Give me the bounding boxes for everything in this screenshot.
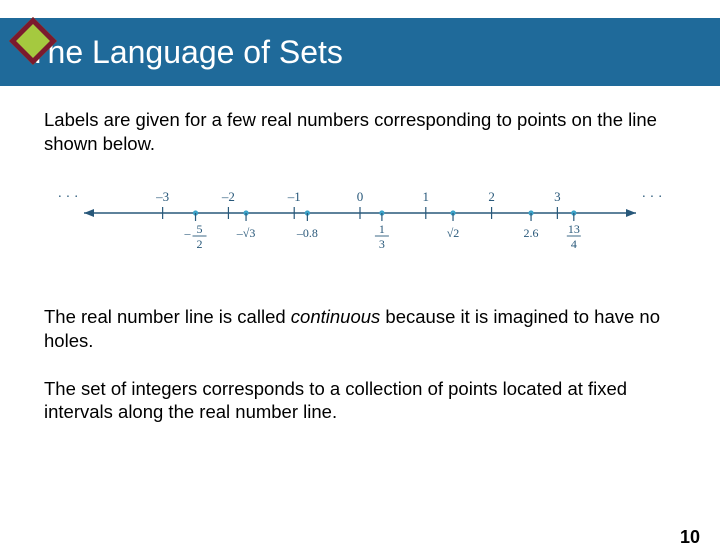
- paragraph-3: The set of integers corresponds to a col…: [44, 377, 676, 424]
- svg-text:2: 2: [488, 189, 495, 204]
- slide-content: Labels are given for a few real numbers …: [0, 86, 720, 424]
- svg-text:√2: √2: [447, 226, 460, 240]
- svg-text:2: 2: [197, 237, 203, 251]
- svg-text:3: 3: [379, 237, 385, 251]
- svg-text:· · ·: · · ·: [642, 190, 663, 205]
- paragraph-1: Labels are given for a few real numbers …: [44, 108, 676, 155]
- svg-text:2.6: 2.6: [524, 226, 539, 240]
- slide-title: The Language of Sets: [28, 34, 343, 71]
- para2-italic: continuous: [291, 306, 380, 327]
- svg-text:5: 5: [197, 222, 203, 236]
- svg-text:1: 1: [379, 222, 385, 236]
- svg-text:–1: –1: [287, 189, 301, 204]
- svg-text:–: –: [184, 226, 192, 240]
- para2-part-a: The real number line is called: [44, 306, 291, 327]
- paragraph-2: The real number line is called continuou…: [44, 305, 676, 352]
- number-line-svg: · · ·· · ·–3–2–10123–52–√3–0.813√22.6134: [50, 179, 670, 269]
- svg-text:–3: –3: [155, 189, 169, 204]
- svg-text:–0.8: –0.8: [296, 226, 318, 240]
- svg-text:3: 3: [554, 189, 561, 204]
- svg-text:–√3: –√3: [236, 226, 256, 240]
- title-bar: The Language of Sets: [0, 18, 720, 86]
- svg-text:4: 4: [571, 237, 577, 251]
- number-line-figure: · · ·· · ·–3–2–10123–52–√3–0.813√22.6134: [44, 179, 676, 269]
- svg-text:–2: –2: [221, 189, 235, 204]
- svg-text:0: 0: [357, 189, 364, 204]
- svg-text:1: 1: [423, 189, 430, 204]
- svg-text:· · ·: · · ·: [58, 190, 79, 205]
- svg-text:13: 13: [568, 222, 580, 236]
- page-number: 10: [680, 527, 700, 548]
